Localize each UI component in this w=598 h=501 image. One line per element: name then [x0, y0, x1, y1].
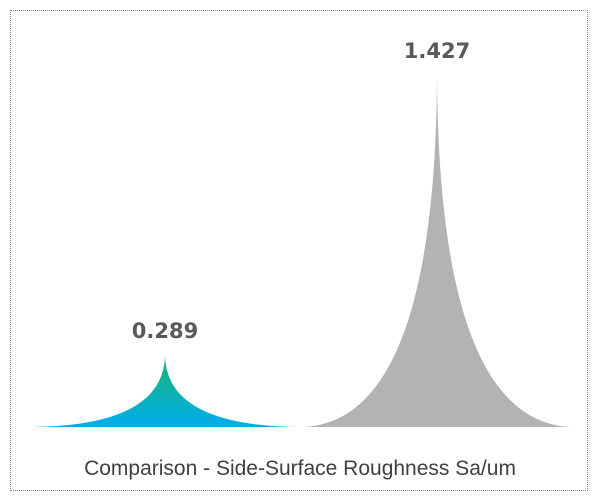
- data-label-1: 0.289: [132, 319, 198, 343]
- bar-1: [32, 355, 298, 427]
- chart-svg: 0.289 1.427 Comparison - Side-Surface Rou…: [32, 39, 570, 480]
- bars-layer: [32, 76, 570, 427]
- chart-frame: 0.289 1.427 Comparison - Side-Surface Rou…: [10, 10, 588, 491]
- bar-2: [304, 76, 570, 427]
- data-label-2: 1.427: [404, 39, 470, 63]
- x-axis-label: Comparison - Side-Surface Roughness Sa/u…: [84, 457, 516, 480]
- labels-layer: 0.289 1.427: [132, 39, 470, 343]
